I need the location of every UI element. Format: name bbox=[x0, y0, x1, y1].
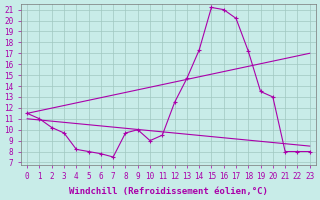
X-axis label: Windchill (Refroidissement éolien,°C): Windchill (Refroidissement éolien,°C) bbox=[69, 187, 268, 196]
